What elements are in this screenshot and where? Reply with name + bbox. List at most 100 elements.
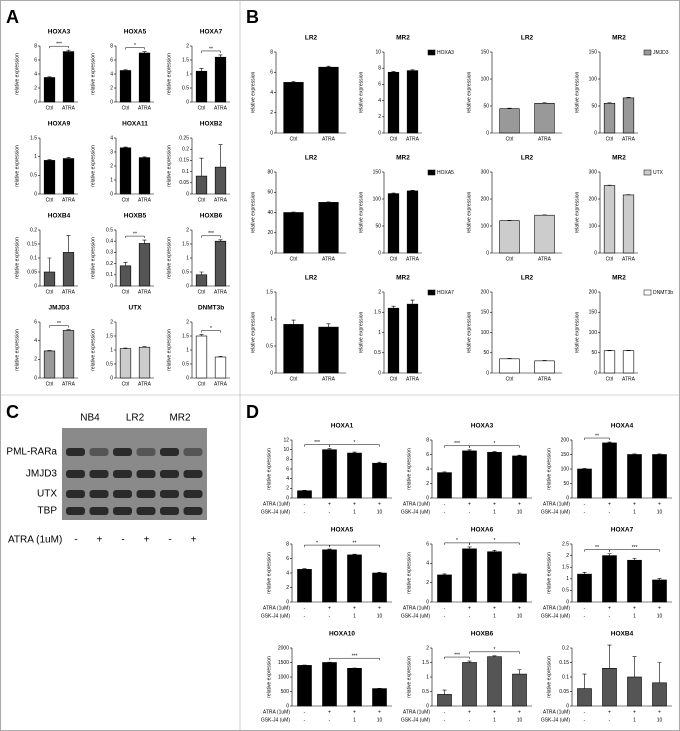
x-row-value: 10 <box>657 613 663 619</box>
error-bar <box>607 441 612 443</box>
x-row-value: - <box>444 709 446 715</box>
error-bar <box>123 347 128 349</box>
y-tick-label: 2.5 <box>562 541 569 547</box>
significance-label: ** <box>353 540 357 546</box>
y-tick-label: 2 <box>426 481 429 487</box>
chart-title: HOXA5 <box>124 29 147 36</box>
x-row-value: + <box>658 501 661 507</box>
chart-title: HOXB5 <box>124 213 147 220</box>
y-tick-label: 2 <box>378 114 381 120</box>
x-row-value: 10 <box>517 613 523 619</box>
x-row-value: + <box>328 501 331 507</box>
y-tick-label: 0.1 <box>182 169 189 175</box>
chart-title: HOXB4 <box>48 213 71 220</box>
bar <box>534 214 555 254</box>
bar <box>462 662 477 707</box>
y-tick-label: 4 <box>34 71 37 77</box>
error-bar <box>302 568 307 570</box>
row-label: TBP <box>38 506 58 517</box>
bar <box>406 70 419 134</box>
chart-title: HOXA7 <box>611 527 634 534</box>
y-tick-label: 8 <box>378 66 381 72</box>
x-row-value: - <box>609 509 611 515</box>
error-bar <box>542 102 547 104</box>
bar <box>512 573 527 603</box>
error-bar <box>467 660 472 663</box>
error-bar <box>377 461 382 464</box>
x-tick-label: ATRA <box>138 289 152 295</box>
row-label: PML-RARa <box>6 447 57 458</box>
y-tick-label: 1 <box>270 316 273 322</box>
treatment-sign: + <box>97 535 103 546</box>
y-tick-label: 0 <box>486 130 489 136</box>
y-axis-label: relative expression <box>250 311 256 353</box>
y-tick-label: 0.1 <box>106 272 113 278</box>
significance-bracket <box>329 657 380 661</box>
bar <box>652 454 667 499</box>
bar <box>214 56 227 103</box>
x-tick-label: ATRA <box>62 105 76 111</box>
x-row-value: + <box>378 709 381 715</box>
bar <box>214 166 227 195</box>
y-tick-label: 0.25 <box>179 135 189 141</box>
y-tick-label: 0.5 <box>266 343 273 349</box>
bar <box>347 554 362 603</box>
chart-title: HOXA11 <box>122 121 148 128</box>
y-tick-label: 0 <box>110 375 113 381</box>
x-tick-label: ATRA <box>538 256 552 262</box>
y-tick-label: 0.1 <box>562 674 569 680</box>
error-bar <box>327 548 332 550</box>
bar <box>534 103 555 134</box>
error-bar <box>517 454 522 456</box>
x-row-value: 10 <box>657 717 663 723</box>
y-tick-label: 2 <box>186 227 189 233</box>
y-tick-label: 6 <box>426 452 429 458</box>
error-bar <box>632 656 637 677</box>
y-tick-label: 2000 <box>278 645 289 651</box>
x-row-value: - <box>329 717 331 723</box>
y-axis-label: relative expression <box>166 329 172 371</box>
significance-label: ** <box>133 231 137 237</box>
error-bar <box>142 51 147 53</box>
legend-swatch <box>427 49 436 56</box>
x-row-value: + <box>328 709 331 715</box>
bar <box>43 160 56 195</box>
band <box>113 507 132 515</box>
significance-label: * <box>134 43 136 49</box>
x-row-value: + <box>468 605 471 611</box>
x-tick-label: Ctrl <box>390 256 398 262</box>
error-bar <box>123 69 128 71</box>
x-row-value: - <box>304 605 306 611</box>
bar <box>627 676 642 707</box>
chart-title: MR2 <box>396 35 410 42</box>
x-tick-label: Ctrl <box>506 136 514 142</box>
x-tick-label: Ctrl <box>46 381 54 387</box>
y-tick-label: 8 <box>426 437 429 443</box>
chart-title: HOXB4 <box>611 631 634 638</box>
chart-title: JMJD3 <box>49 305 70 312</box>
error-bar <box>291 81 296 83</box>
error-bar <box>582 572 587 575</box>
error-bar <box>391 192 396 194</box>
error-bar <box>467 449 472 451</box>
bar <box>622 350 635 374</box>
error-bar <box>410 299 415 305</box>
significance-label: * <box>494 441 496 447</box>
bar <box>627 454 642 499</box>
y-tick-label: 8 <box>286 457 289 463</box>
significance-bracket <box>201 330 221 333</box>
error-bar <box>582 673 587 689</box>
x-row-value: + <box>353 709 356 715</box>
y-axis-label: relative expression <box>14 145 20 187</box>
y-tick-label: 2 <box>566 553 569 559</box>
y-axis-label: relative expression <box>250 71 256 113</box>
y-tick-label: 1500 <box>278 660 289 666</box>
x-row-value: - <box>469 717 471 723</box>
chart-title: LR2 <box>521 275 534 282</box>
y-axis-label: relative expression <box>358 311 364 353</box>
y-tick-label: 50 <box>375 223 381 229</box>
band <box>160 448 179 456</box>
x-row-label: ATRA (1uM) <box>263 709 290 715</box>
y-axis-label: relative expression <box>166 145 172 187</box>
y-tick-label: 0 <box>594 250 597 256</box>
